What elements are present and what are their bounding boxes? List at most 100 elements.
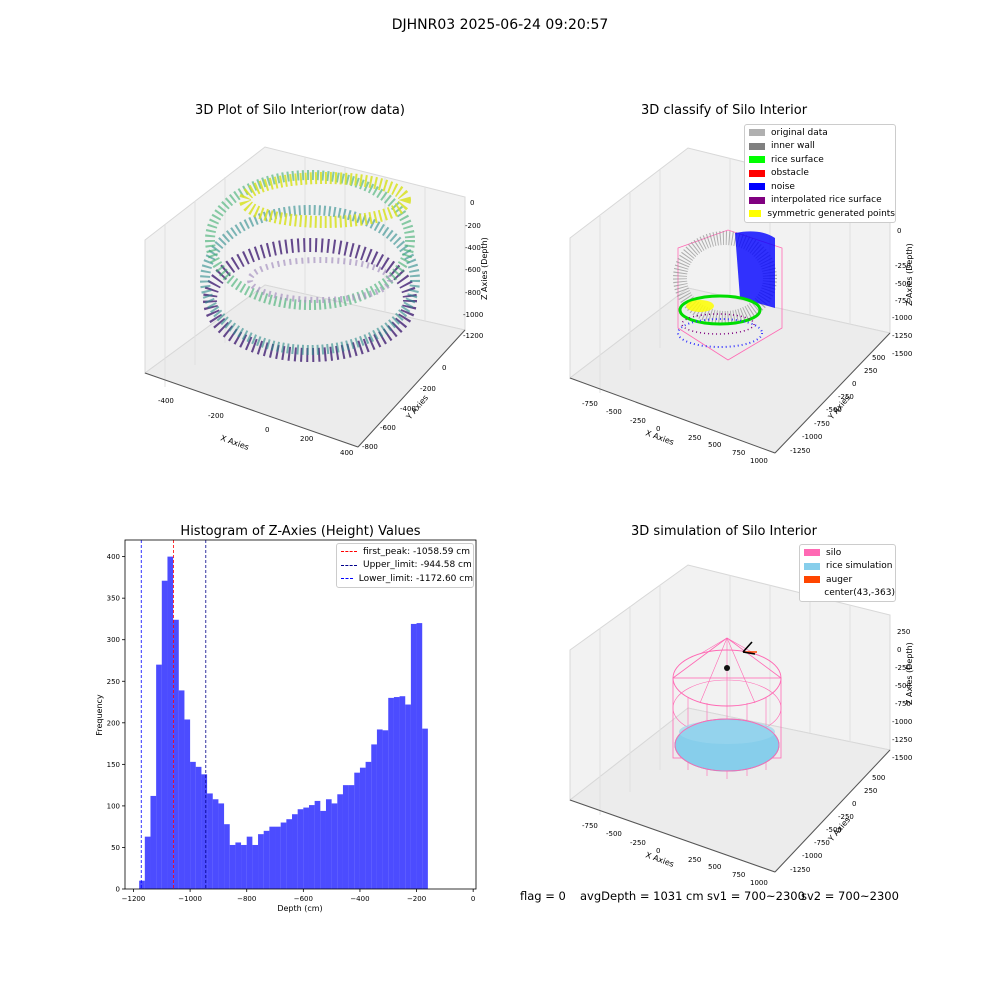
histogram-bar	[173, 619, 179, 889]
histogram-legend: first_peak: -1058.59 cm Upper_limit: -94…	[336, 543, 474, 588]
histogram-bar	[252, 844, 259, 889]
svg-text:500: 500	[708, 863, 721, 871]
svg-text:1000: 1000	[750, 879, 768, 887]
svg-text:-1000: -1000	[802, 852, 822, 860]
y-tick-label: 100	[107, 802, 120, 810]
y-tick-label: 400	[107, 553, 120, 561]
raw-z-label: Z Axies (Depth)	[480, 237, 489, 300]
svg-text:0: 0	[656, 847, 660, 855]
svg-text:-250: -250	[895, 664, 911, 672]
classify-x-ticks: -750 -500 -250 0 250 500 750 1000	[582, 400, 768, 465]
y-tick-label: 200	[107, 719, 120, 727]
histogram-bar	[167, 556, 174, 889]
svg-text:-750: -750	[895, 700, 911, 708]
y-tick-label: 300	[107, 636, 120, 644]
histogram-bar	[331, 803, 338, 889]
svg-text:500: 500	[872, 774, 885, 782]
histogram-bar	[144, 836, 151, 889]
histogram-bar	[184, 719, 191, 889]
raw-3d-plot: -400 -200 0 200 400 0 -200 -400 -600 -80…	[143, 146, 489, 457]
svg-text:0: 0	[852, 800, 856, 808]
svg-text:250: 250	[864, 367, 877, 375]
x-tick-label: −1200	[122, 895, 146, 903]
svg-text:500: 500	[872, 354, 885, 362]
histogram-bars	[139, 556, 428, 889]
histogram-x-ticks: −1200 −1000 −800 −600 −400 −200 0	[122, 889, 475, 903]
x-tick-label: −1000	[178, 895, 202, 903]
histogram-bar	[218, 803, 225, 889]
histogram-bar	[410, 623, 417, 889]
sv1-status: sv1 = 700~2300	[707, 889, 805, 903]
center-marker	[724, 665, 730, 671]
legend-swatch	[749, 183, 765, 191]
histogram-bar	[280, 822, 287, 889]
classify-point-cloud	[673, 229, 783, 361]
histogram-y-ticks: 0 50 100 150 200 250 300 350 400	[107, 553, 125, 894]
histogram-bar	[241, 844, 247, 889]
svg-text:0: 0	[470, 199, 474, 207]
histogram-bar	[178, 690, 185, 889]
histogram-bar	[258, 834, 264, 889]
histogram-bar	[161, 580, 168, 889]
classify-y-ticks: 500 250 0 -250 -500 -750 -1000 -1250	[790, 354, 885, 455]
histogram-bar	[286, 819, 293, 889]
histogram-y-label: Frequency	[95, 694, 104, 736]
legend-swatch	[804, 549, 820, 557]
svg-text:-750: -750	[582, 400, 598, 408]
histogram-bar	[314, 800, 321, 889]
svg-text:-1250: -1250	[790, 866, 810, 874]
svg-text:-250: -250	[895, 262, 911, 270]
histogram-bar	[359, 767, 366, 889]
histogram-bar	[150, 795, 157, 889]
svg-text:-750: -750	[814, 420, 830, 428]
histogram-bar	[388, 697, 394, 889]
svg-text:-1500: -1500	[892, 754, 912, 762]
histogram-bar	[297, 809, 304, 889]
x-tick-label: 0	[471, 895, 475, 903]
y-tick-label: 150	[107, 761, 120, 769]
svg-text:-500: -500	[826, 406, 842, 414]
legend-item-silo: silo	[800, 546, 895, 560]
simulation-y-ticks: 500 250 0 -250 -500 -750 -1000 -1250	[790, 774, 885, 874]
histogram-bar	[325, 799, 332, 889]
histogram-bar	[308, 805, 315, 889]
svg-text:250: 250	[897, 628, 910, 636]
svg-text:-1250: -1250	[892, 736, 912, 744]
sv2-status: sv2 = 700~2300	[801, 889, 899, 903]
histogram-bar	[354, 772, 360, 889]
legend-swatch	[749, 169, 765, 177]
svg-text:-1000: -1000	[802, 433, 822, 441]
svg-text:-500: -500	[895, 682, 911, 690]
histogram-bar	[416, 623, 423, 889]
histogram-bar	[405, 704, 411, 889]
legend-item-obstacle: obstacle	[745, 167, 895, 181]
histogram-bar	[382, 730, 389, 889]
svg-text:-1000: -1000	[892, 718, 912, 726]
x-tick-label: −800	[237, 895, 256, 903]
simulation-axes-panes	[568, 564, 891, 873]
svg-text:-400: -400	[465, 244, 481, 252]
histogram-bar	[376, 729, 383, 889]
legend-line	[341, 564, 357, 566]
svg-text:750: 750	[732, 871, 745, 879]
legend-item-upper-limit: Upper_limit: -944.58 cm	[337, 559, 473, 573]
x-tick-label: −600	[294, 895, 313, 903]
histogram-chart: −1200 −1000 −800 −600 −400 −200 0 0 50 100 150 200…	[95, 539, 477, 913]
simulation-plot-title: 3D simulation of Silo Interior	[631, 524, 817, 539]
svg-text:-250: -250	[630, 839, 646, 847]
legend-swatch	[804, 576, 820, 584]
raw-x-ticks: -400 -200 0 200 400	[158, 397, 353, 457]
legend-swatch	[804, 562, 820, 570]
legend-line	[341, 551, 357, 553]
histogram-bar	[393, 697, 400, 889]
histogram-bar	[337, 794, 343, 889]
histogram-x-label: Depth (cm)	[277, 904, 322, 913]
y-tick-label: 350	[107, 595, 120, 603]
flag-status: flag = 0	[520, 889, 566, 903]
simulation-z-label: Z Axies (Depth)	[905, 642, 914, 705]
histogram-bar	[139, 880, 145, 889]
legend-item-rice-surface: rice surface	[745, 153, 895, 167]
legend-item-center: center(43,-363)	[800, 587, 895, 601]
legend-item-auger: auger	[800, 573, 895, 587]
svg-text:250: 250	[688, 856, 701, 864]
